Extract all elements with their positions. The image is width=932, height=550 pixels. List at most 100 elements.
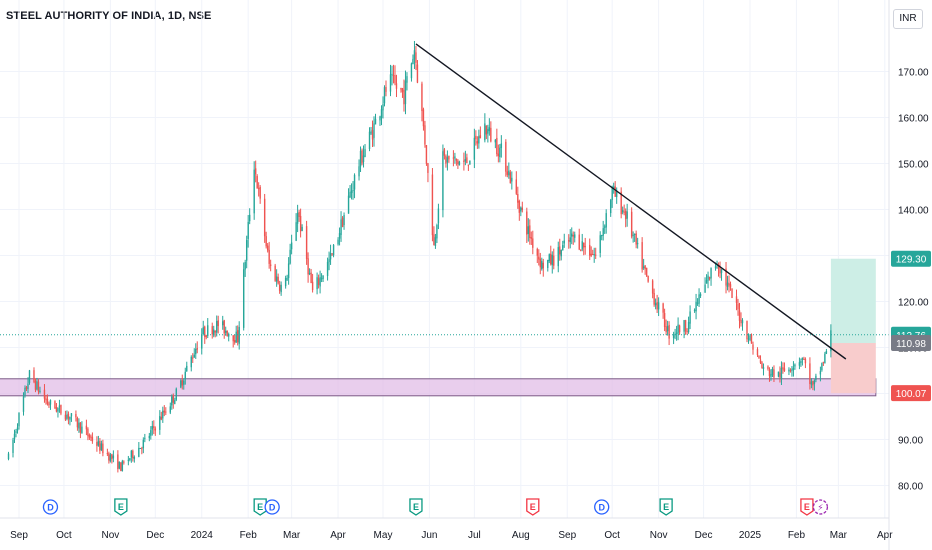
candle-body <box>383 87 386 104</box>
candle-body <box>484 123 486 141</box>
candle-body <box>642 266 645 269</box>
candle-body <box>45 398 47 401</box>
candle-body <box>488 127 491 132</box>
candle-body <box>416 64 419 83</box>
earnings-marker-label: E <box>118 502 124 512</box>
candle-body <box>517 193 519 203</box>
candle-body <box>174 400 176 405</box>
candle-body <box>788 369 790 372</box>
candle-body <box>574 234 576 238</box>
currency-button[interactable]: INR <box>893 9 923 29</box>
candle-body <box>211 326 213 335</box>
candle-body <box>532 238 534 248</box>
candle-body <box>518 200 521 213</box>
candle-body <box>370 131 372 134</box>
candle-body <box>254 168 257 175</box>
candle-body <box>541 261 543 270</box>
stop-zone <box>830 342 876 394</box>
price-label-badge <box>891 250 931 267</box>
candle-body <box>13 433 16 440</box>
candle-body <box>222 321 224 326</box>
candle-body <box>412 58 414 65</box>
candle-body <box>663 313 666 327</box>
grid <box>0 0 889 518</box>
dividend-marker-icon <box>264 499 280 515</box>
candle-body <box>275 276 278 282</box>
candle-body <box>822 361 825 363</box>
candle-body <box>602 228 604 236</box>
candle-body <box>720 269 723 273</box>
candle-body <box>97 441 100 446</box>
candle-body <box>214 330 216 333</box>
candle-body <box>48 403 50 406</box>
price-label-text: 100.07 <box>896 389 927 400</box>
price-label-text: 129.30 <box>896 255 927 266</box>
resistance-trendline <box>415 43 847 360</box>
candle-body <box>740 319 742 324</box>
candle-body <box>636 243 639 245</box>
candle-body <box>819 371 822 375</box>
candle-body <box>394 75 396 84</box>
candle-body <box>431 174 434 236</box>
candle-body <box>108 453 110 461</box>
candle-body <box>364 149 366 158</box>
candle-body <box>448 155 450 160</box>
candle-body <box>476 141 479 144</box>
candle-body <box>756 349 759 356</box>
candle-body <box>54 401 56 409</box>
candle-body <box>204 326 206 337</box>
candle-body <box>645 267 648 276</box>
candle-body <box>373 123 375 138</box>
candle-body <box>403 89 405 105</box>
candle-body <box>109 454 112 462</box>
candle-body <box>87 428 89 436</box>
candle-body <box>120 462 122 472</box>
candle-body <box>521 207 524 210</box>
candle-body <box>580 249 582 251</box>
candle-body <box>159 416 161 430</box>
candle-body <box>196 348 198 350</box>
candle-body <box>175 388 177 400</box>
candle-body <box>798 362 801 366</box>
candle-body <box>677 324 679 334</box>
candle-body <box>371 130 374 140</box>
candle-body <box>812 380 814 386</box>
candle-body <box>529 225 531 239</box>
earnings-marker-icon <box>800 498 814 516</box>
candle-body <box>263 198 266 237</box>
candle-body <box>750 334 753 344</box>
candle-body <box>66 414 68 419</box>
candle-body <box>253 169 255 214</box>
candle-body <box>347 195 350 214</box>
earnings-marker-label: E <box>663 502 669 512</box>
candle-body <box>789 370 792 372</box>
y-tick-label: 80.00 <box>898 482 923 493</box>
candle-body <box>192 357 194 359</box>
candle-body <box>150 430 152 436</box>
x-tick-label: Mar <box>283 530 301 541</box>
candle-body <box>442 151 444 211</box>
candle-body <box>88 434 91 438</box>
candle-body <box>64 414 67 420</box>
candle-body <box>747 338 750 340</box>
candle-body <box>232 335 234 342</box>
dividend-marker-label: D <box>269 503 276 513</box>
candle-body <box>406 76 408 83</box>
chart-title: STEEL AUTHORITY OF INDIA, 1D, NSE <box>6 10 212 22</box>
candle-body <box>106 453 109 455</box>
candle-body <box>675 332 678 334</box>
x-tick-label: Oct <box>604 530 620 541</box>
candle-body <box>771 368 774 376</box>
price-label-badge <box>891 385 931 402</box>
candle-body <box>437 208 440 224</box>
candle-body <box>557 247 559 267</box>
candle-body <box>578 234 580 250</box>
candle-body <box>274 265 276 281</box>
candle-body <box>542 262 544 269</box>
candle-body <box>235 331 237 343</box>
candle-body <box>434 237 437 246</box>
candle-body <box>589 244 591 256</box>
candle-body <box>16 427 19 431</box>
candle-body <box>641 242 643 270</box>
